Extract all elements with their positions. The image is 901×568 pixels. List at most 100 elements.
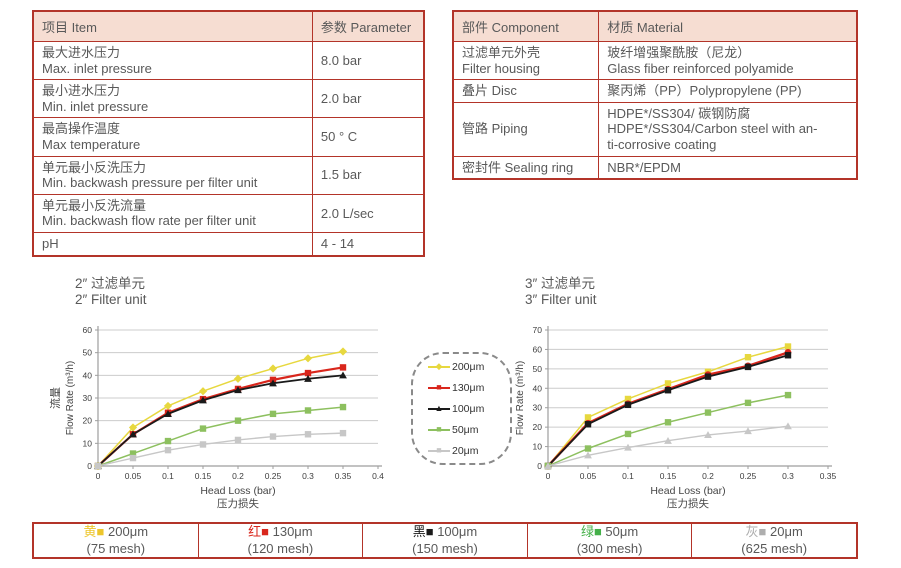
legend-cell-label: 黑■ 100μm: [413, 524, 477, 540]
svg-text:10: 10: [533, 442, 543, 452]
svg-text:0.1: 0.1: [622, 471, 634, 481]
svg-text:20: 20: [83, 416, 93, 426]
color-swatch-icon: 红■: [248, 524, 269, 540]
legend-cell-label: 红■ 130μm: [248, 524, 312, 540]
mesh-label: (75 mesh): [86, 540, 146, 556]
column-header-parameter: 参数 Parameter: [311, 10, 425, 42]
item-cell: 最大进水压力 Max. inlet pressure: [32, 40, 313, 81]
parameter-cell: 2.0 bar: [311, 79, 425, 119]
legend-cell: 黑■ 100μm (150 mesh): [363, 524, 528, 557]
svg-text:30: 30: [533, 403, 543, 413]
table-row: 叠片 Disc 聚丙烯（PP）Polypropylene (PP): [452, 79, 858, 103]
svg-text:0.3: 0.3: [302, 471, 314, 481]
component-cell: 叠片 Disc: [452, 79, 600, 103]
svg-text:压力损失: 压力损失: [667, 497, 709, 510]
square-marker-icon: ■: [428, 445, 450, 454]
chart-title-2inch: 2″ 过滤单元 2″ Filter unit: [75, 276, 147, 308]
material-cell: HDPE*/SS304/ 碳钢防腐 HDPE*/SS304/Carbon ste…: [598, 101, 858, 157]
square-icon: ■: [436, 381, 442, 392]
table-row: 单元最小反洗压力 Min. backwash pressure per filt…: [32, 155, 425, 195]
micron-label: 100μm: [433, 524, 478, 540]
svg-text:0.05: 0.05: [125, 471, 142, 481]
color-swatch-icon: 绿■: [580, 524, 602, 540]
legend-label: 100μm: [452, 402, 485, 415]
svg-text:40: 40: [533, 383, 543, 393]
svg-text:0.35: 0.35: [335, 471, 352, 481]
table-row: 管路 Piping HDPE*/SS304/ 碳钢防腐 HDPE*/SS304/C…: [452, 101, 858, 157]
chart-title-3inch: 3″ 过滤单元 3″ Filter unit: [525, 276, 597, 308]
diamond-marker-icon: ◆: [428, 361, 450, 370]
legend-label: 200μm: [452, 360, 485, 373]
material-cell: NBR*/EPDM: [598, 155, 858, 180]
parameter-cell: 50 ° C: [311, 117, 425, 157]
svg-text:Flow Rate (m³/h): Flow Rate (m³/h): [65, 361, 76, 435]
square-marker-icon: ■: [428, 382, 450, 391]
chart-title-en: 3″ Filter unit: [525, 291, 597, 307]
svg-text:0.2: 0.2: [232, 471, 244, 481]
svg-text:Head Loss (bar): Head Loss (bar): [650, 485, 725, 497]
item-cell: 最高操作温度 Max temperature: [32, 117, 313, 157]
chart-title-en: 2″ Filter unit: [75, 291, 147, 307]
svg-text:0.15: 0.15: [195, 471, 212, 481]
svg-text:0.15: 0.15: [660, 471, 677, 481]
svg-text:50: 50: [83, 348, 93, 358]
chart-title-cn: 3″ 过滤单元: [525, 276, 596, 291]
color-swatch-icon: 黑■: [412, 524, 434, 540]
column-header-item: 项目 Item: [32, 10, 313, 42]
svg-text:60: 60: [83, 325, 93, 335]
legend-cell: 绿■ 50μm (300 mesh): [528, 524, 693, 557]
legend-item: ■ 130μm: [428, 379, 510, 396]
svg-text:0.25: 0.25: [740, 471, 757, 481]
square-icon: ■: [436, 444, 442, 455]
item-cell: pH: [32, 231, 313, 257]
svg-text:0: 0: [546, 471, 551, 481]
legend-cell: 红■ 130μm (120 mesh): [199, 524, 364, 557]
item-cell: 最小进水压力 Min. inlet pressure: [32, 79, 313, 119]
table-row: 最高操作温度 Max temperature 50 ° C: [32, 117, 425, 157]
legend-cell: 灰■ 20μm (625 mesh): [692, 524, 856, 557]
parameter-table: 项目 Item 参数 Parameter 最大进水压力 Max. inlet p…: [32, 10, 425, 257]
micron-label: 130μm: [269, 524, 313, 540]
svg-text:0: 0: [537, 461, 542, 471]
svg-text:0.4: 0.4: [372, 471, 384, 481]
mesh-label: (150 mesh): [412, 540, 478, 556]
mesh-label: (625 mesh): [741, 540, 808, 556]
mesh-label: (120 mesh): [247, 540, 314, 556]
square-marker-icon: ■: [428, 424, 450, 433]
table-row: 最大进水压力 Max. inlet pressure 8.0 bar: [32, 40, 425, 81]
legend-item: ■ 20μm: [428, 442, 510, 459]
legend-cell: 黄■ 200μm (75 mesh): [34, 524, 199, 557]
table-row: 密封件 Sealing ring NBR*/EPDM: [452, 155, 858, 180]
square-icon: ■: [436, 423, 442, 434]
svg-text:0: 0: [87, 461, 92, 471]
svg-text:50: 50: [533, 364, 543, 374]
svg-text:0.3: 0.3: [782, 471, 794, 481]
legend-item: ■ 50μm: [428, 421, 510, 438]
svg-text:Head Loss (bar): Head Loss (bar): [200, 485, 275, 497]
legend-cell-label: 灰■ 20μm: [746, 524, 803, 540]
item-cell: 单元最小反洗压力 Min. backwash pressure per filt…: [32, 155, 313, 195]
table-row: 最小进水压力 Min. inlet pressure 2.0 bar: [32, 79, 425, 119]
svg-text:Flow Rate (m³/h): Flow Rate (m³/h): [515, 361, 526, 435]
color-swatch-icon: 灰■: [745, 524, 767, 540]
triangle-marker-icon: ▲: [428, 403, 450, 412]
item-cell: 单元最小反洗流量 Min. backwash flow rate per fil…: [32, 193, 313, 233]
flow-rate-chart-3inch: 0 10 20 30 40 50 60 70 0 0.05 0.1 0.15 0.2 0.25 0.3 0.3…: [498, 325, 837, 510]
svg-text:0.35: 0.35: [820, 471, 837, 481]
svg-text:流量: 流量: [48, 387, 62, 409]
svg-text:压力损失: 压力损失: [217, 497, 259, 510]
svg-text:40: 40: [83, 370, 93, 380]
parameter-cell: 1.5 bar: [311, 155, 425, 195]
parameter-cell: 2.0 L/sec: [311, 193, 425, 233]
micron-label: 50μm: [601, 524, 639, 540]
mesh-label: (300 mesh): [576, 540, 643, 556]
svg-text:20: 20: [533, 422, 543, 432]
chart-legend-box: ◆ 200μm ■ 130μm ▲ 100μm ■ 50μm ■ 20μm: [411, 352, 512, 465]
svg-text:10: 10: [83, 438, 93, 448]
table-header-row: 部件 Component 材质 Material: [452, 10, 858, 42]
component-cell: 过滤单元外壳 Filter housing: [452, 40, 600, 81]
triangle-icon: ▲: [434, 402, 444, 413]
legend-label: 130μm: [452, 381, 485, 394]
color-swatch-icon: 黄■: [83, 524, 105, 540]
svg-text:0: 0: [96, 471, 101, 481]
